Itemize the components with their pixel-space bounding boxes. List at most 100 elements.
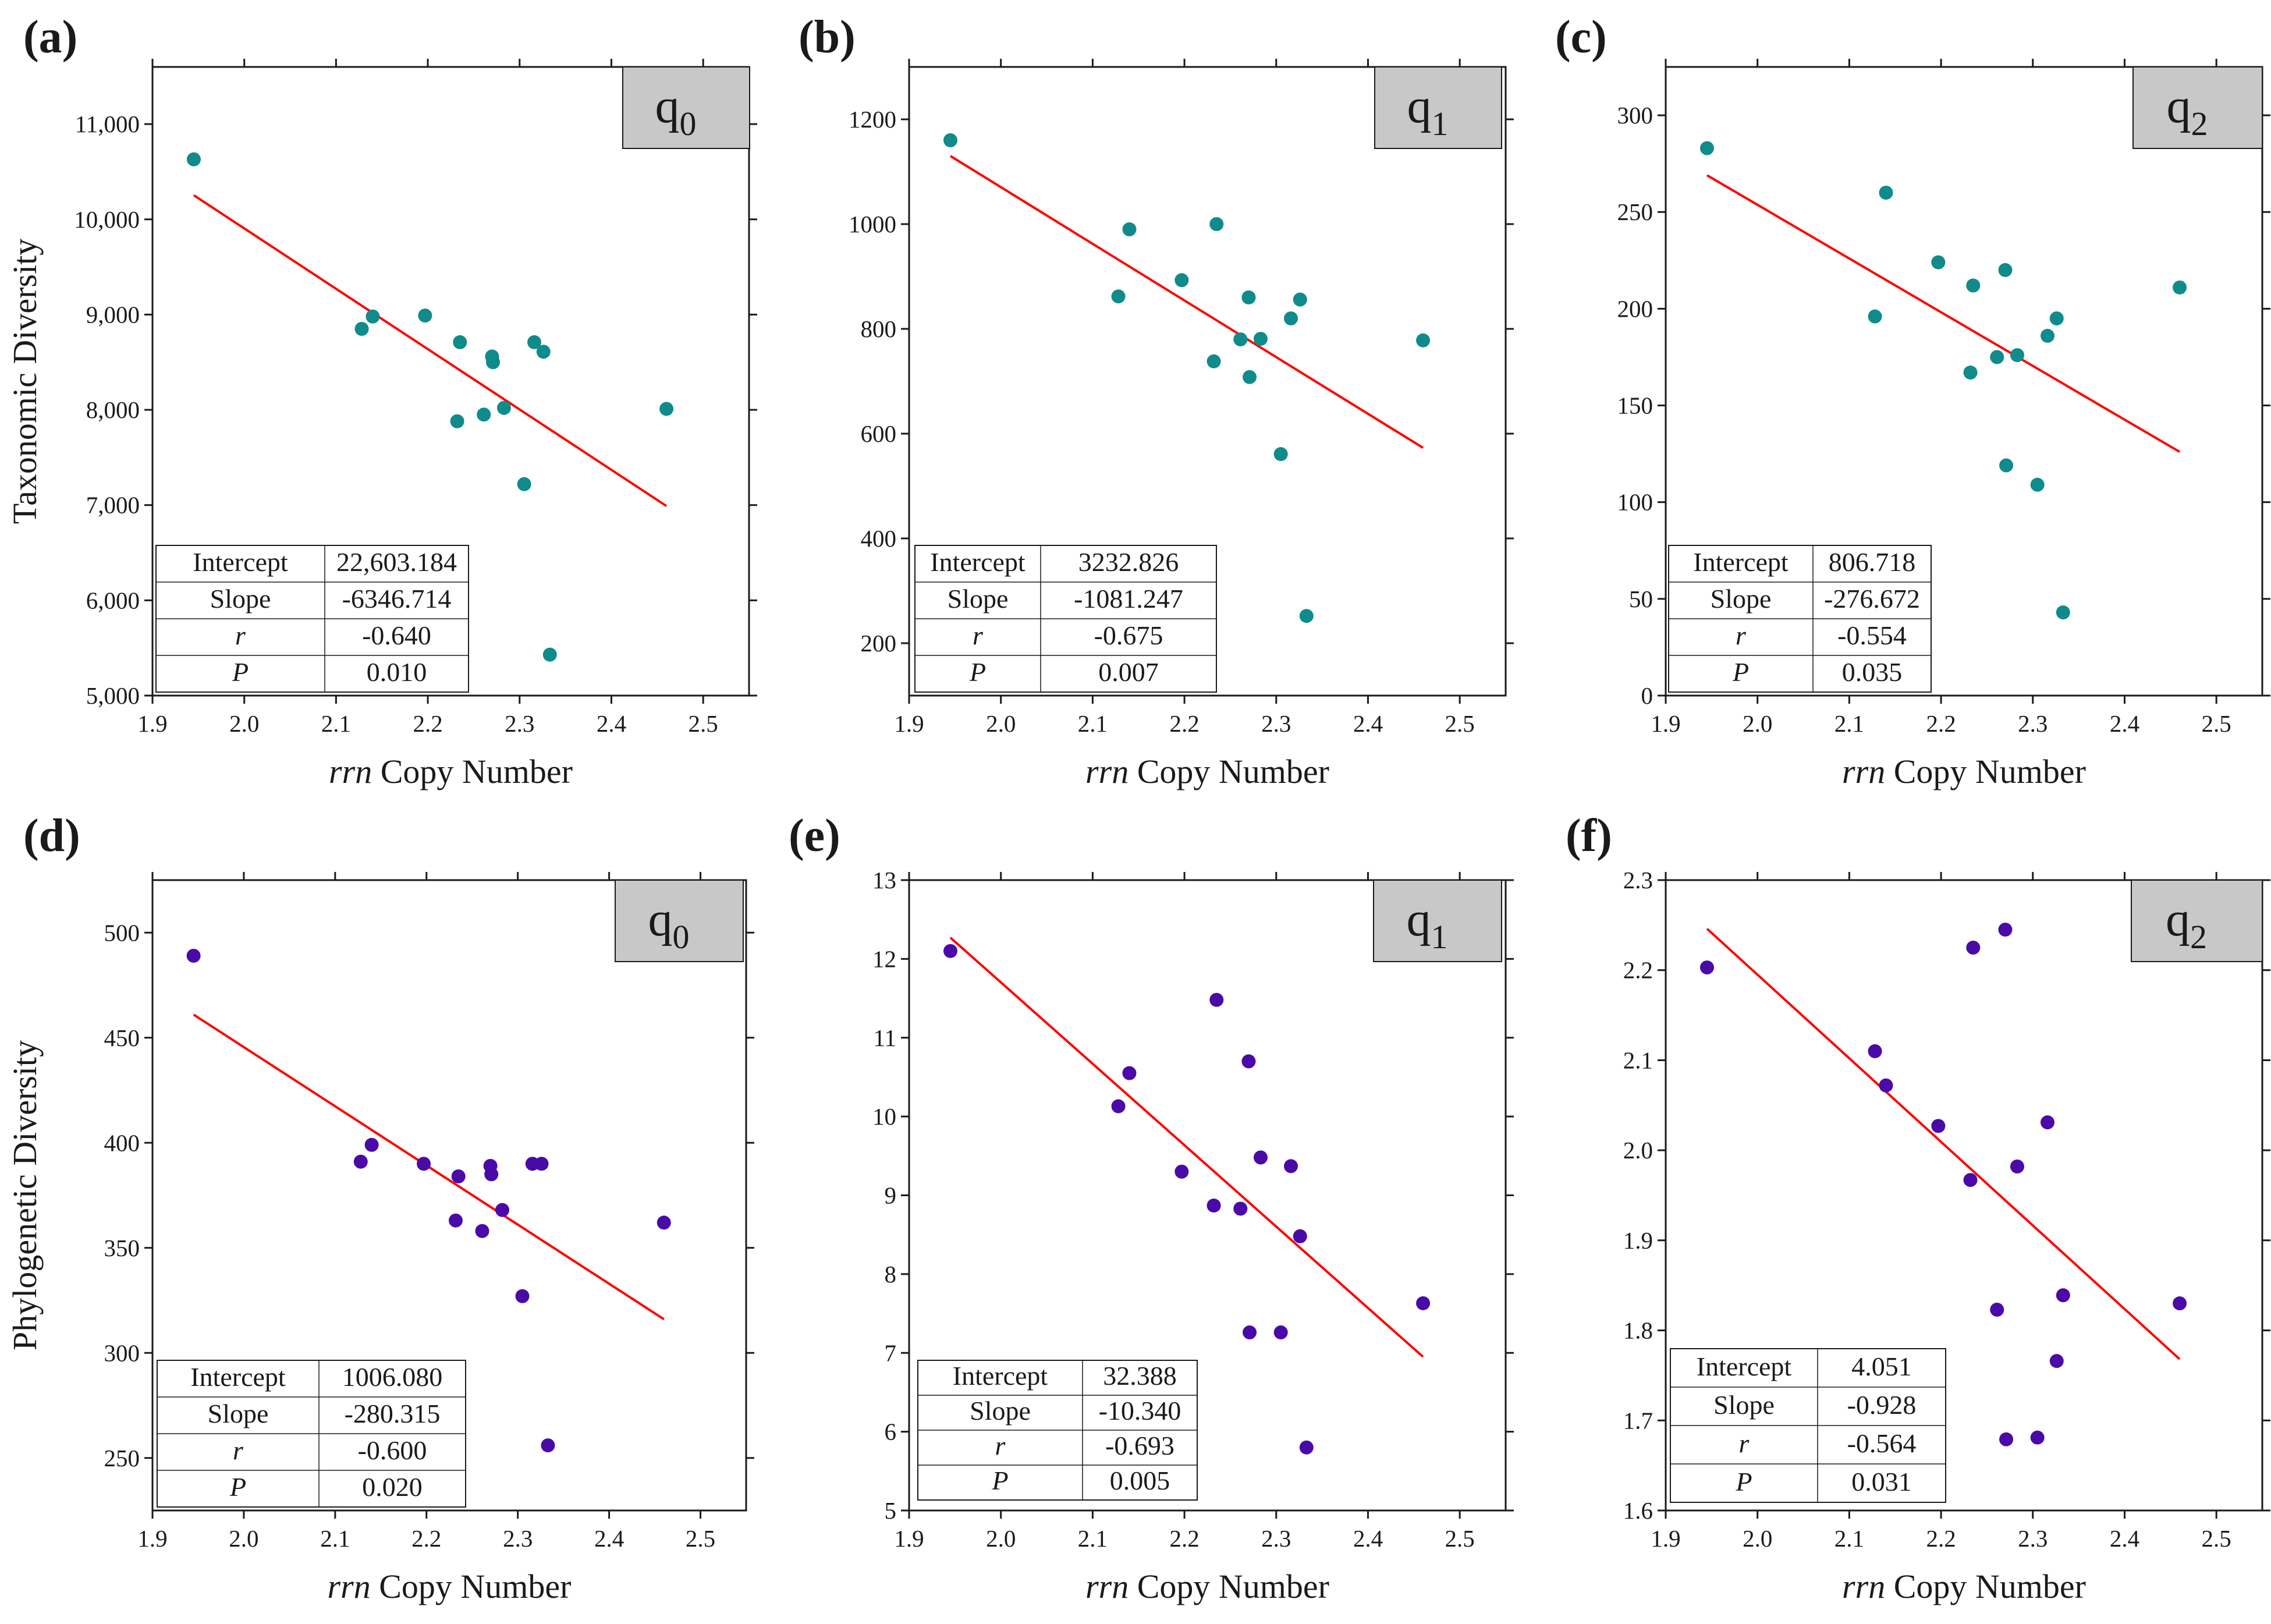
data-point	[2041, 328, 2054, 343]
x-axis-title-italic: rrn	[328, 1568, 371, 1605]
data-point	[1243, 370, 1257, 384]
x-axis-title-italic: rrn	[1842, 1568, 1885, 1605]
regression-line	[949, 937, 1424, 1358]
y-tick-label: 500	[104, 919, 140, 946]
x-axis-title-rest: Copy Number	[1885, 1568, 2086, 1605]
x-tick-label: 2.2	[1926, 710, 1956, 737]
y-tick-label: 400	[104, 1129, 140, 1156]
stat-value-intercept: 32.388	[1103, 1361, 1177, 1391]
x-axis-title-rest: Copy Number	[1129, 753, 1329, 790]
stat-label-p: P	[1735, 1467, 1752, 1497]
chart-panel-3: (c) 1.9 2.0 2.1 2.2 2.3 2.4 2.5 0 50 100 150 200 250 3…	[1555, 12, 2270, 790]
x-tick-label: 2.5	[686, 1525, 715, 1552]
y-tick-label: 5	[885, 1497, 897, 1524]
stat-value-r: -0.640	[362, 620, 431, 650]
data-point	[527, 335, 541, 349]
y-axis-title: Phylogenetic Diversity	[6, 1040, 44, 1350]
data-point	[1293, 292, 1307, 307]
y-tick-label: 350	[104, 1235, 140, 1261]
stat-value-slope: -0.928	[1847, 1390, 1917, 1420]
x-axis-title-rest: Copy Number	[372, 753, 573, 790]
data-point	[1963, 366, 1978, 380]
stats-table: Intercept 4.051 Slope -0.928 r -0.564 P 0.031	[1670, 1348, 1946, 1503]
x-tick-label: 2.1	[1834, 1525, 1864, 1552]
data-point	[2173, 280, 2187, 295]
y-tick-label: 2.0	[1623, 1137, 1653, 1164]
chart-panel-4: (d) 1.9 2.0 2.1 2.2 2.3 2.4 2.5 250 300 350 400 450 5…	[6, 810, 754, 1605]
y-tick-label: 1000	[849, 211, 896, 237]
panel-label: (b)	[799, 12, 856, 63]
stat-value-p: 0.031	[1851, 1467, 1912, 1497]
panel-label: (e)	[789, 810, 840, 861]
data-point	[495, 1203, 510, 1217]
data-point	[453, 335, 467, 349]
regression-line	[193, 194, 668, 508]
x-tick-label: 2.1	[321, 710, 351, 737]
stat-label-r: r	[1739, 1428, 1750, 1458]
x-axis-title-italic: rrn	[329, 753, 372, 790]
y-tick-label: 10,000	[74, 206, 140, 233]
q-label-main: q	[655, 79, 680, 133]
chart-panel-6: (f) 1.9 2.0 2.1 2.2 2.3 2.4 2.5 1.6 1.7 1.8 1.9 2.0 2…	[1566, 810, 2270, 1605]
chart-panel-2: (b) 1.9 2.0 2.1 2.2 2.3 2.4 2.5 200 400 600 800 1000…	[799, 12, 1514, 790]
q-label: q1	[1407, 79, 1449, 143]
q-label: q0	[648, 892, 690, 956]
data-point	[536, 345, 551, 359]
stat-value-r: -0.554	[1837, 620, 1907, 650]
y-tick-label: 2.2	[1623, 957, 1653, 984]
q-label-subscript: 1	[1431, 918, 1448, 956]
y-tick-label: 800	[861, 315, 897, 342]
stat-label-r: r	[973, 620, 984, 650]
data-point	[2056, 1288, 2070, 1303]
data-point	[534, 1157, 549, 1171]
q-label: q0	[655, 79, 697, 143]
y-tick-label: 5,000	[86, 682, 140, 709]
data-point	[515, 1289, 530, 1303]
plot-frame	[151, 66, 750, 697]
data-point	[542, 647, 557, 662]
data-point	[417, 1157, 431, 1171]
x-tick-label: 2.5	[1445, 710, 1475, 737]
y-tick-label: 1200	[849, 106, 896, 133]
x-tick-label: 2.2	[1926, 1525, 1956, 1552]
data-point	[1931, 255, 1946, 270]
q-label-box	[615, 880, 744, 962]
q-label-main: q	[2167, 79, 2191, 133]
stats-table: Intercept 3232.826 Slope -1081.247 r -0.675 P 0…	[914, 545, 1217, 693]
stat-value-intercept: 806.718	[1829, 547, 1916, 577]
x-tick-label: 1.9	[1651, 710, 1680, 737]
x-axis-title-italic: rrn	[1842, 753, 1885, 790]
y-tick-label: 8	[885, 1261, 897, 1288]
data-point	[450, 414, 464, 428]
y-tick-label: 50	[1629, 586, 1653, 612]
q-label-box	[1373, 880, 1502, 962]
stat-label-slope: Slope	[208, 1399, 269, 1428]
data-point	[1174, 273, 1189, 288]
data-point	[1209, 992, 1224, 1007]
y-tick-label: 10	[872, 1103, 896, 1130]
q-label-subscript: 1	[1432, 105, 1449, 143]
data-point	[1174, 1164, 1189, 1179]
x-tick-label: 2.5	[689, 710, 718, 737]
x-tick-label: 1.9	[137, 710, 167, 737]
data-point	[1999, 458, 2014, 473]
data-point	[1990, 350, 2004, 364]
data-point	[486, 355, 501, 370]
y-tick-label: 11	[874, 1024, 896, 1051]
x-tick-label: 2.4	[594, 1525, 624, 1552]
y-tick-label: 7	[885, 1339, 897, 1366]
stat-value-p: 0.010	[367, 657, 427, 687]
q-label-box	[2132, 66, 2263, 149]
stat-value-p: 0.020	[362, 1472, 423, 1502]
stat-label-intercept: Intercept	[1693, 547, 1789, 577]
data-point	[484, 1167, 499, 1182]
data-point	[1299, 609, 1314, 623]
y-tick-label: 200	[1617, 295, 1653, 322]
q-label-box	[1374, 66, 1502, 149]
stat-value-r: -0.693	[1105, 1431, 1174, 1460]
y-tick-label: 13	[872, 867, 896, 893]
y-axis-title: Taxonomic Diversity	[6, 239, 44, 524]
x-tick-label: 2.5	[1445, 1525, 1475, 1552]
x-tick-label: 2.3	[503, 1525, 533, 1552]
data-point	[1879, 1078, 1893, 1093]
